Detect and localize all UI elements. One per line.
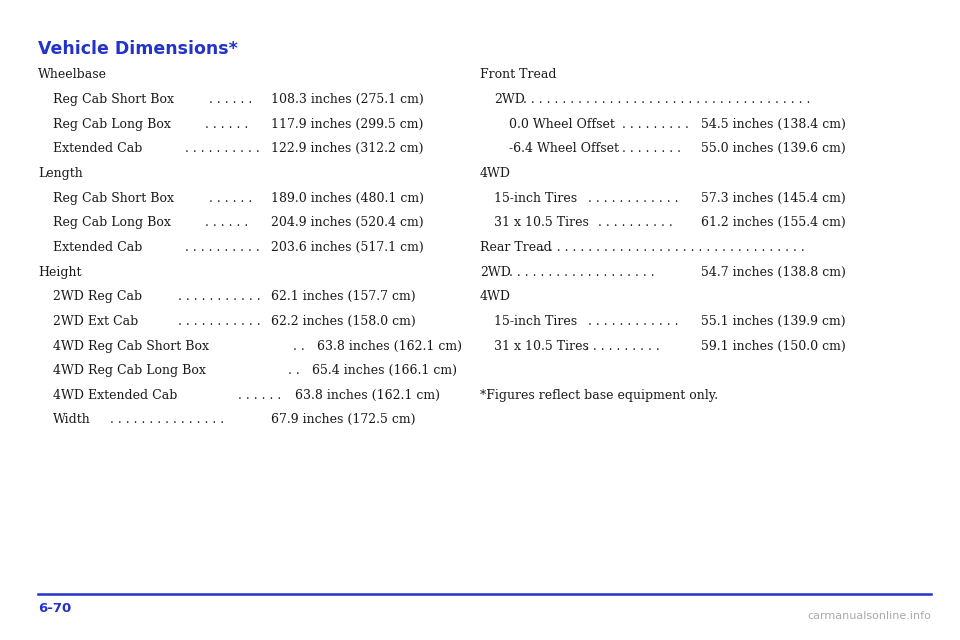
Text: . . . . . . . . . . . . . . . . . . .: . . . . . . . . . . . . . . . . . . . <box>509 266 655 278</box>
Text: 204.9 inches (520.4 cm): 204.9 inches (520.4 cm) <box>271 216 423 229</box>
Text: 55.1 inches (139.9 cm): 55.1 inches (139.9 cm) <box>701 315 846 328</box>
Text: Reg Cab Short Box: Reg Cab Short Box <box>53 191 174 205</box>
Text: 117.9 inches (299.5 cm): 117.9 inches (299.5 cm) <box>271 118 423 131</box>
Text: 6-70: 6-70 <box>38 602 72 614</box>
Text: 61.2 inches (155.4 cm): 61.2 inches (155.4 cm) <box>701 216 846 229</box>
Text: . . . . . . . . . . .: . . . . . . . . . . . <box>178 315 260 328</box>
Text: . . . . . . . . . .: . . . . . . . . . . <box>585 339 660 353</box>
Text: . . . . . . . . . . . . . . . . . . . . . . . . . . . . . . . . . .: . . . . . . . . . . . . . . . . . . . . … <box>541 241 805 254</box>
Text: 122.9 inches (312.2 cm): 122.9 inches (312.2 cm) <box>271 142 423 156</box>
Text: *Figures reflect base equipment only.: *Figures reflect base equipment only. <box>480 388 718 402</box>
Text: . . . . . . . . . . . .: . . . . . . . . . . . . <box>588 191 678 205</box>
Text: 55.0 inches (139.6 cm): 55.0 inches (139.6 cm) <box>701 142 846 156</box>
Text: 54.5 inches (138.4 cm): 54.5 inches (138.4 cm) <box>701 118 846 131</box>
Text: 63.8 inches (162.1 cm): 63.8 inches (162.1 cm) <box>295 388 440 402</box>
Text: . . . . . .: . . . . . . <box>209 191 252 205</box>
Text: 31 x 10.5 Tires: 31 x 10.5 Tires <box>494 339 589 353</box>
Text: Reg Cab Long Box: Reg Cab Long Box <box>53 118 171 131</box>
Text: . . . . . . . .: . . . . . . . . <box>622 142 681 156</box>
Text: Extended Cab: Extended Cab <box>53 142 142 156</box>
Text: Height: Height <box>38 266 82 278</box>
Text: 189.0 inches (480.1 cm): 189.0 inches (480.1 cm) <box>271 191 423 205</box>
Text: Vehicle Dimensions*: Vehicle Dimensions* <box>38 40 238 58</box>
Text: Reg Cab Long Box: Reg Cab Long Box <box>53 216 171 229</box>
Text: 2WD: 2WD <box>480 266 511 278</box>
Text: 54.7 inches (138.8 cm): 54.7 inches (138.8 cm) <box>701 266 846 278</box>
Text: . . . . . . . . . .: . . . . . . . . . . <box>185 142 260 156</box>
Text: 203.6 inches (517.1 cm): 203.6 inches (517.1 cm) <box>271 241 423 254</box>
Text: 15-inch Tires: 15-inch Tires <box>494 191 578 205</box>
Text: 4WD Extended Cab: 4WD Extended Cab <box>53 388 178 402</box>
Text: . . . . . . . . . . . . . . . . . . . . . . . . . . . . . . . . . . . . .: . . . . . . . . . . . . . . . . . . . . … <box>523 93 810 106</box>
Text: 4WD Reg Cab Long Box: 4WD Reg Cab Long Box <box>53 364 205 377</box>
Text: 0.0 Wheel Offset: 0.0 Wheel Offset <box>509 118 614 131</box>
Text: 4WD: 4WD <box>480 290 511 303</box>
Text: 62.1 inches (157.7 cm): 62.1 inches (157.7 cm) <box>271 290 416 303</box>
Text: 4WD Reg Cab Short Box: 4WD Reg Cab Short Box <box>53 339 209 353</box>
Text: . . . . . .: . . . . . . <box>238 388 281 402</box>
Text: Front Tread: Front Tread <box>480 68 557 81</box>
Text: Length: Length <box>38 167 84 180</box>
Text: . . . . . .: . . . . . . <box>209 93 252 106</box>
Text: . . . . . . . . . . . . . . .: . . . . . . . . . . . . . . . <box>110 413 225 426</box>
Text: 62.2 inches (158.0 cm): 62.2 inches (158.0 cm) <box>271 315 416 328</box>
Text: 59.1 inches (150.0 cm): 59.1 inches (150.0 cm) <box>701 339 846 353</box>
Text: 15-inch Tires: 15-inch Tires <box>494 315 578 328</box>
Text: Width: Width <box>53 413 90 426</box>
Text: 108.3 inches (275.1 cm): 108.3 inches (275.1 cm) <box>271 93 423 106</box>
Text: . . . . . . . . . . .: . . . . . . . . . . . <box>178 290 260 303</box>
Text: 2WD Reg Cab: 2WD Reg Cab <box>53 290 142 303</box>
Text: . . . . . .: . . . . . . <box>205 216 249 229</box>
Text: Wheelbase: Wheelbase <box>38 68 108 81</box>
Text: . .: . . <box>293 339 304 353</box>
Text: 67.9 inches (172.5 cm): 67.9 inches (172.5 cm) <box>271 413 416 426</box>
Text: 31 x 10.5 Tires: 31 x 10.5 Tires <box>494 216 589 229</box>
Text: 65.4 inches (166.1 cm): 65.4 inches (166.1 cm) <box>312 364 457 377</box>
Text: Reg Cab Short Box: Reg Cab Short Box <box>53 93 174 106</box>
Text: . . . . . . . . . .: . . . . . . . . . . <box>598 216 673 229</box>
Text: -6.4 Wheel Offset: -6.4 Wheel Offset <box>509 142 619 156</box>
Text: 63.8 inches (162.1 cm): 63.8 inches (162.1 cm) <box>317 339 462 353</box>
Text: Rear Tread: Rear Tread <box>480 241 552 254</box>
Text: . . . . . . . . . . . .: . . . . . . . . . . . . <box>588 315 678 328</box>
Text: Extended Cab: Extended Cab <box>53 241 142 254</box>
Text: . . . . . . . . . .: . . . . . . . . . . <box>185 241 260 254</box>
Text: 4WD: 4WD <box>480 167 511 180</box>
Text: 2WD Ext Cab: 2WD Ext Cab <box>53 315 138 328</box>
Text: carmanualsonline.info: carmanualsonline.info <box>807 611 931 621</box>
Text: . . . . . . . . .: . . . . . . . . . <box>622 118 689 131</box>
Text: 2WD: 2WD <box>494 93 525 106</box>
Text: . . . . . .: . . . . . . <box>205 118 249 131</box>
Text: . .: . . <box>288 364 300 377</box>
Text: 57.3 inches (145.4 cm): 57.3 inches (145.4 cm) <box>701 191 846 205</box>
